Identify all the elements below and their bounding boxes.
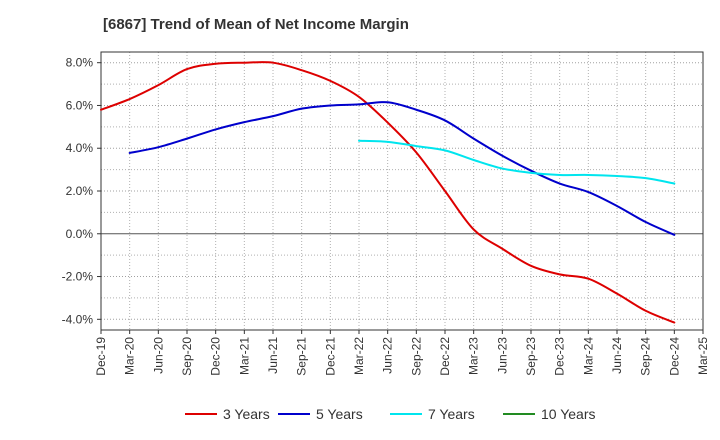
x-tick-label: Mar-25 <box>696 337 710 375</box>
x-tick-label: Dec-21 <box>323 337 337 376</box>
x-tick-label: Dec-22 <box>438 337 452 376</box>
legend-label-10-years: 10 Years <box>541 406 596 422</box>
series-line-3-years <box>100 61 676 324</box>
y-tick-label: -4.0% <box>62 312 94 326</box>
x-tick-label: Mar-24 <box>581 337 595 375</box>
x-tick-label: Sep-21 <box>295 337 309 376</box>
x-tick-label: Mar-23 <box>467 337 481 375</box>
chart-title: [6867] Trend of Mean of Net Income Margi… <box>103 16 409 33</box>
series-line-7-years <box>358 139 676 185</box>
x-tick-label: Mar-21 <box>237 337 251 375</box>
x-tick-label: Sep-24 <box>639 337 653 376</box>
x-tick-label: Dec-23 <box>553 337 567 376</box>
plot-area: 8.0% 6.0% 4.0% 2.0% 0.0% -2.0% -4.0%Dec-19 Mar-… <box>62 51 710 376</box>
legend-label-3-years: 3 Years <box>223 406 270 422</box>
y-tick-label: 4.0% <box>66 141 94 155</box>
x-tick-label: Jun-20 <box>151 337 165 374</box>
legend-label-7-years: 7 Years <box>428 406 475 422</box>
x-tick-label: Dec-24 <box>667 337 681 376</box>
x-tick-label: Dec-20 <box>209 337 223 376</box>
legend: 3 Years 5 Years 7 Years 10 Years <box>185 406 596 422</box>
x-tick-label: Jun-23 <box>495 337 509 374</box>
x-tick-label: Jun-21 <box>266 337 280 374</box>
x-tick-label: Sep-22 <box>409 337 423 376</box>
x-tick-label: Dec-19 <box>94 337 108 376</box>
x-tick-label: Sep-20 <box>180 337 194 376</box>
y-tick-label: 8.0% <box>66 56 94 70</box>
x-tick-label: Mar-22 <box>352 337 366 375</box>
y-tick-label: 2.0% <box>66 184 94 198</box>
y-tick-label: 6.0% <box>66 98 94 112</box>
y-tick-label: -2.0% <box>62 270 94 284</box>
series-line-5-years <box>128 101 676 236</box>
y-tick-label: 0.0% <box>66 227 94 241</box>
x-tick-label: Jun-24 <box>610 337 624 374</box>
legend-label-5-years: 5 Years <box>316 406 363 422</box>
x-tick-label: Sep-23 <box>524 337 538 376</box>
x-tick-label: Jun-22 <box>381 337 395 374</box>
x-tick-label: Mar-20 <box>123 337 137 375</box>
